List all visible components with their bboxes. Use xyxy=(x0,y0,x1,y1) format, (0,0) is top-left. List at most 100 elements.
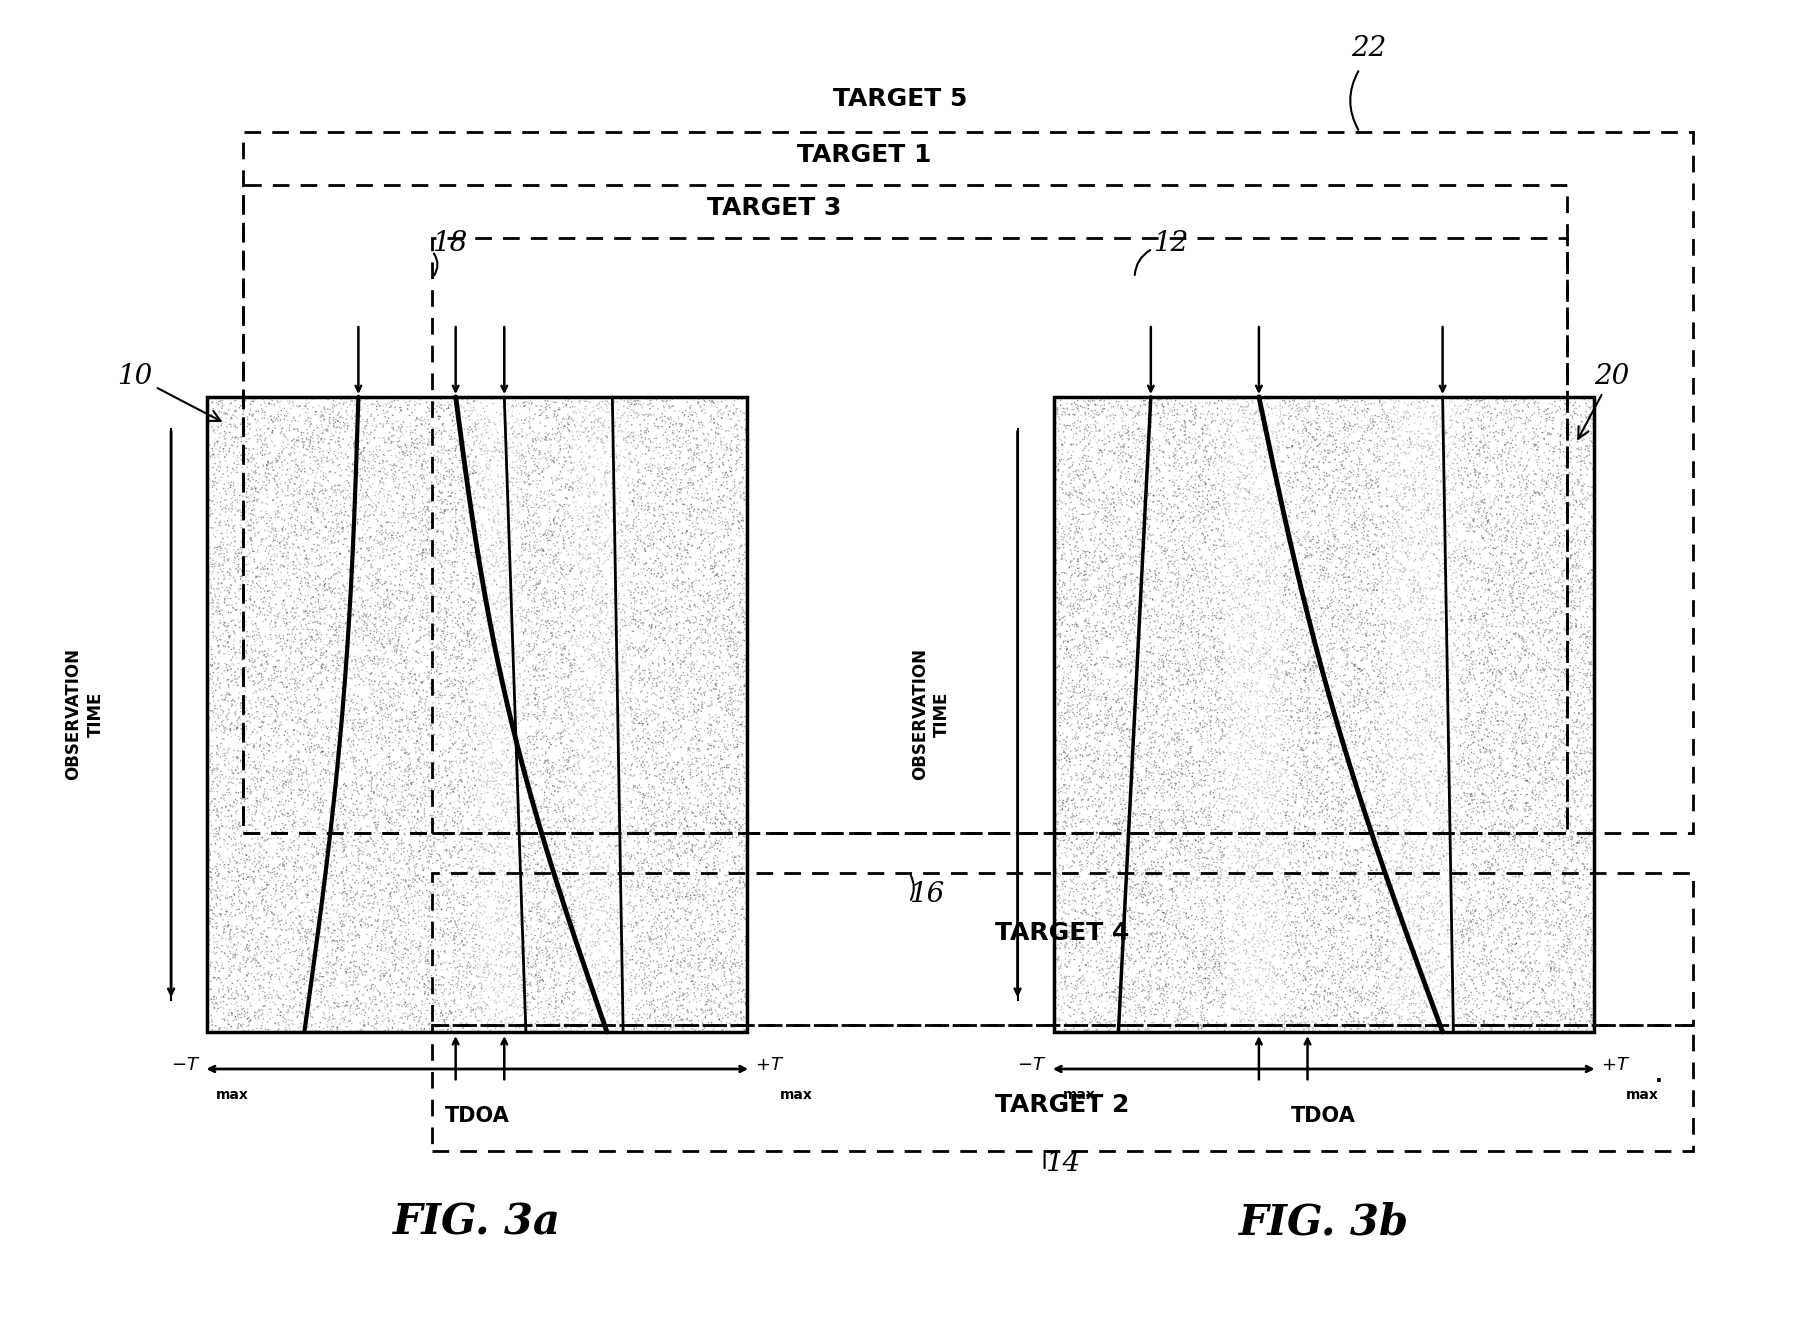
Point xyxy=(1275,876,1304,897)
Point xyxy=(686,935,715,957)
Point xyxy=(1345,894,1374,916)
Point xyxy=(299,975,328,996)
Point xyxy=(641,615,670,636)
Point xyxy=(1340,1016,1369,1037)
Point xyxy=(1225,493,1253,515)
Point xyxy=(223,986,252,1007)
Point xyxy=(216,578,245,599)
Point xyxy=(1423,999,1452,1020)
Point xyxy=(247,654,276,675)
Point xyxy=(254,861,283,882)
Point xyxy=(504,1017,533,1039)
Point xyxy=(1255,976,1284,998)
Point xyxy=(349,441,378,462)
Point xyxy=(387,844,416,865)
Point xyxy=(1113,782,1142,803)
Point xyxy=(1142,721,1171,742)
Point xyxy=(1106,954,1135,975)
Point xyxy=(611,759,639,781)
Point xyxy=(1077,458,1106,479)
Point xyxy=(1419,999,1448,1020)
Point xyxy=(1299,1002,1327,1023)
Point xyxy=(436,648,465,669)
Point xyxy=(358,782,387,803)
Point xyxy=(308,778,337,799)
Point xyxy=(582,704,611,725)
Point xyxy=(701,747,729,769)
Point xyxy=(598,665,627,687)
Point xyxy=(303,527,331,548)
Point xyxy=(652,917,681,938)
Point xyxy=(1290,908,1318,929)
Point xyxy=(1237,808,1266,830)
Point xyxy=(1572,987,1601,1008)
Point xyxy=(726,968,755,990)
Point xyxy=(620,668,648,689)
Point xyxy=(1380,536,1408,557)
Point xyxy=(1288,410,1317,431)
Point xyxy=(1129,863,1158,884)
Point xyxy=(1147,471,1176,492)
Point xyxy=(630,393,659,414)
Point xyxy=(596,389,625,410)
Point xyxy=(713,640,742,662)
Point xyxy=(229,606,258,627)
Point xyxy=(1244,759,1273,781)
Point xyxy=(459,501,488,523)
Point xyxy=(1160,704,1189,725)
Point xyxy=(1046,448,1075,470)
Point xyxy=(558,635,587,656)
Point xyxy=(277,516,306,537)
Point xyxy=(1380,673,1408,695)
Point xyxy=(1520,597,1549,618)
Point xyxy=(1554,885,1583,906)
Point xyxy=(335,803,364,824)
Point xyxy=(537,677,566,699)
Point xyxy=(1212,882,1241,904)
Point xyxy=(1073,904,1102,925)
Point xyxy=(229,650,258,671)
Point xyxy=(279,654,308,675)
Point xyxy=(1362,679,1390,700)
Point xyxy=(1221,703,1250,724)
Point xyxy=(1061,812,1090,833)
Point xyxy=(1075,640,1104,662)
Point xyxy=(1425,824,1453,845)
Point xyxy=(1578,737,1606,758)
Point xyxy=(393,605,421,626)
Point xyxy=(1113,709,1142,730)
Point xyxy=(591,426,620,447)
Point xyxy=(414,835,443,856)
Point xyxy=(256,808,285,830)
Point xyxy=(1136,925,1165,946)
Point xyxy=(1248,419,1277,441)
Point xyxy=(1300,651,1329,672)
Point xyxy=(447,500,475,521)
Point xyxy=(1070,474,1099,495)
Point xyxy=(1432,643,1461,664)
Point xyxy=(1567,960,1596,982)
Point xyxy=(713,717,742,738)
Point xyxy=(582,591,611,613)
Point xyxy=(1480,640,1509,662)
Point xyxy=(1212,413,1241,434)
Point xyxy=(636,826,665,847)
Point xyxy=(1515,431,1543,452)
Point xyxy=(274,933,303,954)
Point xyxy=(1567,480,1596,501)
Point xyxy=(265,738,294,759)
Point xyxy=(1545,438,1574,459)
Point xyxy=(475,881,504,902)
Point xyxy=(461,831,490,852)
Point xyxy=(1491,820,1520,841)
Point xyxy=(261,905,290,926)
Point xyxy=(1435,795,1464,816)
Point xyxy=(1257,451,1286,472)
Point xyxy=(1473,532,1502,553)
Point xyxy=(1576,388,1605,409)
Point xyxy=(393,439,421,460)
Point xyxy=(1450,864,1479,885)
Point xyxy=(1176,898,1205,919)
Point xyxy=(1059,597,1088,618)
Point xyxy=(596,810,625,831)
